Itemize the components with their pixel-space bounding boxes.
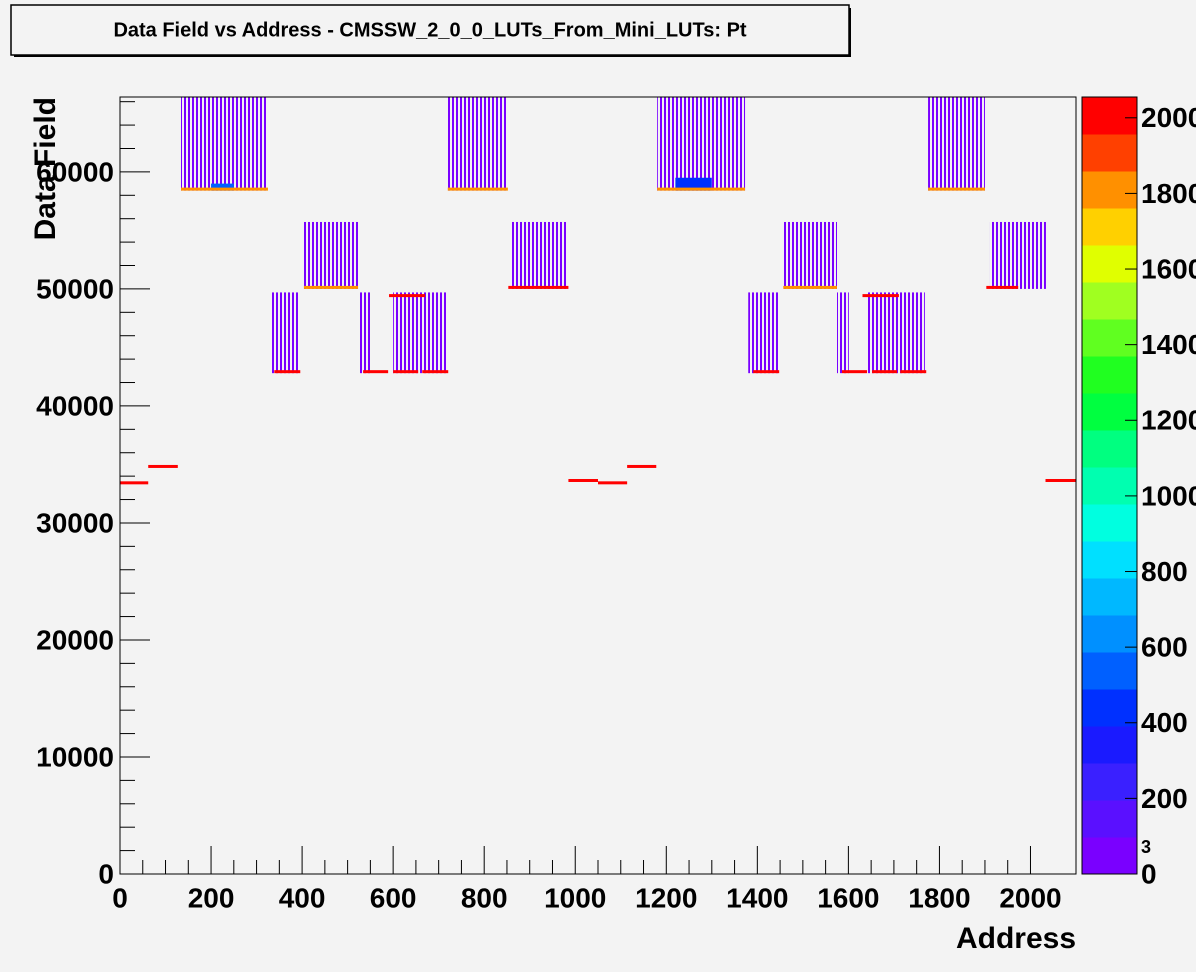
cell bbox=[393, 292, 447, 374]
color-band bbox=[1082, 430, 1137, 468]
color-band bbox=[1082, 245, 1137, 283]
color-band bbox=[1082, 282, 1137, 320]
color-band bbox=[1082, 578, 1137, 616]
color-bar-frame bbox=[1081, 96, 1138, 875]
cell bbox=[358, 292, 371, 374]
y-tick-label: 10000 bbox=[36, 741, 114, 772]
color-band bbox=[1082, 208, 1137, 246]
cell bbox=[783, 221, 837, 289]
cell bbox=[181, 97, 268, 191]
x-tick-label: 2000 bbox=[999, 882, 1061, 913]
z-tick-label: 1800 bbox=[1141, 178, 1196, 209]
color-band bbox=[1082, 615, 1137, 653]
cell bbox=[627, 464, 657, 468]
cell bbox=[783, 285, 837, 289]
z-tick-label: 1200 bbox=[1141, 405, 1196, 436]
x-tick-label: 800 bbox=[461, 882, 508, 913]
color-band bbox=[1082, 504, 1137, 542]
cell bbox=[753, 370, 780, 374]
x-tick-label: 0 bbox=[112, 882, 128, 913]
cell bbox=[842, 370, 868, 374]
cell bbox=[867, 292, 925, 374]
z-tick-label: 600 bbox=[1141, 632, 1188, 663]
cell bbox=[989, 221, 1046, 289]
color-band bbox=[1082, 763, 1137, 801]
cell bbox=[393, 370, 419, 374]
z-tick-label: 400 bbox=[1141, 707, 1188, 738]
color-band bbox=[1082, 171, 1137, 209]
cell bbox=[748, 292, 780, 374]
color-band bbox=[1082, 652, 1137, 690]
chart-title: Data Field vs Address - CMSSW_2_0_0_LUTs… bbox=[113, 19, 746, 41]
cell bbox=[303, 285, 359, 289]
color-band bbox=[1082, 800, 1137, 838]
cell bbox=[447, 97, 508, 191]
cell bbox=[181, 187, 268, 191]
color-band bbox=[1082, 319, 1137, 357]
cell bbox=[148, 464, 178, 468]
cell bbox=[675, 177, 712, 191]
color-band bbox=[1082, 134, 1137, 172]
color-band bbox=[1082, 393, 1137, 431]
y-tick-label: 0 bbox=[98, 858, 114, 889]
cell bbox=[422, 370, 449, 374]
cell bbox=[363, 370, 389, 374]
cell bbox=[900, 370, 927, 374]
x-tick-label: 1400 bbox=[726, 882, 788, 913]
z-exponent: 3 bbox=[1141, 837, 1151, 857]
x-tick-label: 200 bbox=[188, 882, 235, 913]
cell bbox=[986, 285, 1019, 289]
z-tick-label: 200 bbox=[1141, 783, 1188, 814]
cell bbox=[568, 478, 598, 482]
cell bbox=[657, 187, 746, 191]
y-tick-label: 60000 bbox=[36, 156, 114, 187]
cell bbox=[389, 294, 426, 298]
x-tick-label: 1800 bbox=[908, 882, 970, 913]
y-tick-label: 40000 bbox=[36, 390, 114, 421]
cell bbox=[928, 97, 985, 191]
y-tick-label: 30000 bbox=[36, 507, 114, 538]
cell bbox=[837, 292, 849, 374]
color-band bbox=[1082, 726, 1137, 764]
y-tick-label: 20000 bbox=[36, 624, 114, 655]
x-axis-label: Address bbox=[956, 922, 1076, 955]
cell bbox=[872, 370, 898, 374]
x-tick-label: 1600 bbox=[817, 882, 879, 913]
color-band bbox=[1082, 541, 1137, 579]
cell bbox=[508, 285, 569, 289]
z-tick-label: 1400 bbox=[1141, 329, 1196, 360]
cell bbox=[270, 292, 300, 374]
color-band bbox=[1082, 689, 1137, 727]
x-tick-label: 1000 bbox=[544, 882, 606, 913]
cell bbox=[862, 294, 899, 298]
cell bbox=[274, 370, 301, 374]
cell bbox=[657, 97, 746, 191]
title-box bbox=[10, 4, 850, 56]
z-tick-label: 0 bbox=[1141, 858, 1157, 889]
color-band bbox=[1082, 467, 1137, 505]
y-tick-label: 50000 bbox=[36, 273, 114, 304]
cell bbox=[211, 183, 234, 191]
cell bbox=[303, 221, 359, 289]
cell bbox=[1045, 478, 1076, 482]
color-band bbox=[1082, 97, 1137, 135]
x-tick-label: 600 bbox=[370, 882, 417, 913]
cell bbox=[120, 481, 149, 485]
z-tick-label: 800 bbox=[1141, 556, 1188, 587]
cell bbox=[511, 221, 568, 289]
z-tick-label: 1000 bbox=[1141, 480, 1196, 511]
cell bbox=[928, 187, 985, 191]
z-tick-label: 1600 bbox=[1141, 253, 1196, 284]
cell bbox=[598, 481, 628, 485]
z-tick-label: 2000 bbox=[1141, 102, 1196, 133]
cell bbox=[447, 187, 508, 191]
color-band bbox=[1082, 837, 1137, 875]
color-band bbox=[1082, 356, 1137, 394]
y-axis-label: Data Field bbox=[29, 97, 62, 240]
x-tick-label: 1200 bbox=[635, 882, 697, 913]
x-tick-label: 400 bbox=[279, 882, 326, 913]
